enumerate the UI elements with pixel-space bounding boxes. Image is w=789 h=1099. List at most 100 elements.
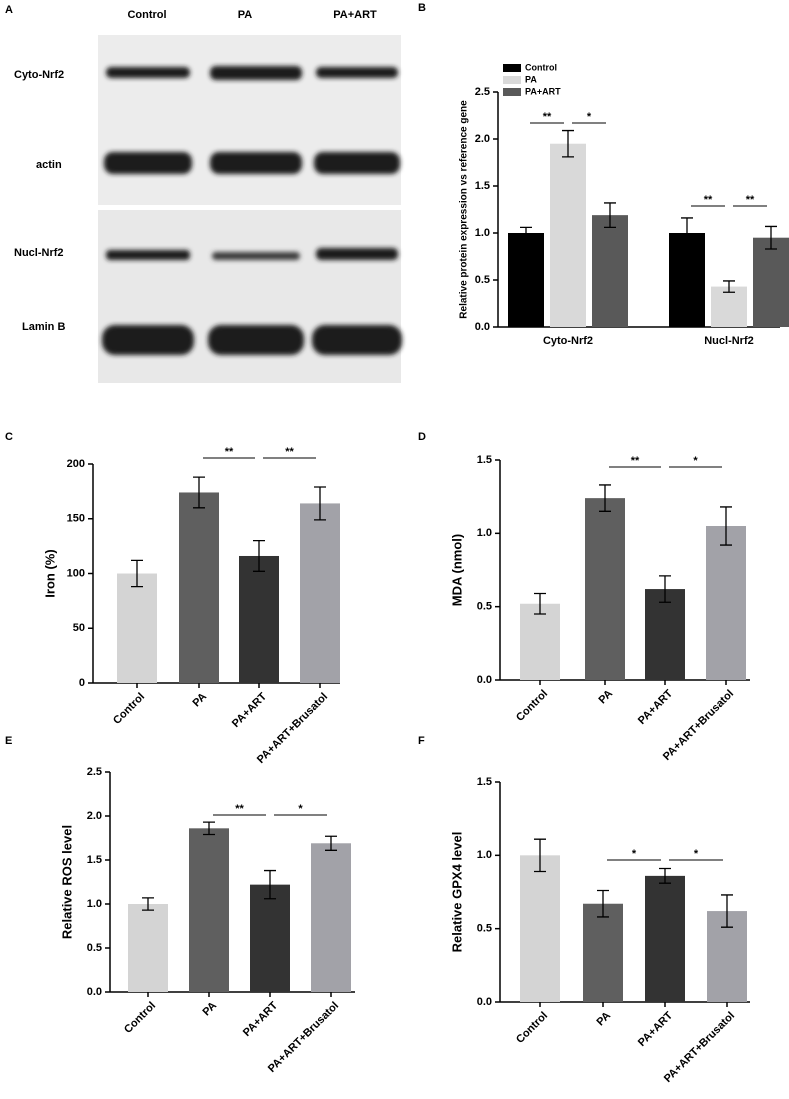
y-tick-label: 150 xyxy=(67,513,85,525)
error-bar xyxy=(599,484,611,512)
y-tick-label: 1.0 xyxy=(87,898,102,910)
error-bar xyxy=(765,225,777,250)
y-tick-label: 0.5 xyxy=(477,923,492,935)
y-tick-label: 0.5 xyxy=(87,942,102,954)
bar xyxy=(645,589,685,680)
error-bar xyxy=(604,202,616,229)
y-tick-label: 1.0 xyxy=(477,849,492,861)
legend-swatch xyxy=(503,64,521,72)
y-tick-label: 0.0 xyxy=(477,674,492,686)
chart-panel: F 0.0 0.5 1.0 1.5 Relative GPX4 level Control P… xyxy=(418,735,750,1085)
row-label: actin xyxy=(36,159,62,171)
error-bar xyxy=(264,869,276,900)
bar xyxy=(300,503,340,683)
bar xyxy=(711,286,747,327)
y-axis-label: Relative protein expression vs reference… xyxy=(459,100,470,319)
error-bar xyxy=(325,835,337,851)
y-tick-label: 200 xyxy=(67,458,85,470)
chart-panel: E 0.0 0.5 1.0 1.5 2.0 2.5 Relative ROS level Con… xyxy=(5,735,355,1075)
bar xyxy=(179,492,219,683)
error-bar xyxy=(659,575,671,603)
y-tick-label: 0.0 xyxy=(475,321,490,333)
significance-label: * xyxy=(298,803,303,815)
western-blot: A Control PA PA+ART Cyto-Nrf2 actin Nucl… xyxy=(5,4,402,383)
y-tick-label: 1.0 xyxy=(477,527,492,539)
y-tick-label: 1.5 xyxy=(477,454,492,466)
y-tick-label: 1.5 xyxy=(475,180,490,192)
bar xyxy=(706,526,746,680)
x-tick-label: Control xyxy=(514,688,550,724)
error-bar xyxy=(131,559,143,588)
y-tick-label: 2.5 xyxy=(87,766,102,778)
panel-label: C xyxy=(5,431,13,443)
significance-label: ** xyxy=(704,194,713,206)
error-bar xyxy=(723,280,735,293)
x-tick-label: PA xyxy=(200,1000,219,1019)
bar xyxy=(520,603,560,680)
bar xyxy=(189,828,229,992)
lane-label: PA xyxy=(238,9,253,21)
y-tick-label: 0.5 xyxy=(475,274,490,286)
lane-label: PA+ART xyxy=(333,9,377,21)
significance-label: ** xyxy=(746,194,755,206)
bar xyxy=(550,143,586,327)
x-tick-label: Control xyxy=(111,691,147,727)
error-bar xyxy=(314,486,326,521)
legend-swatch xyxy=(503,88,521,96)
y-axis-label: Iron (%) xyxy=(42,549,57,597)
error-bar xyxy=(721,894,733,928)
x-tick-label: Nucl-Nrf2 xyxy=(704,335,754,347)
lane-label: Control xyxy=(127,9,166,21)
significance-label: ** xyxy=(235,803,244,815)
significance-label: ** xyxy=(631,455,640,467)
y-axis-label: Relative ROS level xyxy=(59,825,74,939)
error-bar xyxy=(534,838,546,873)
blot-bands xyxy=(102,66,402,355)
significance-label: * xyxy=(632,848,637,860)
significance-label: * xyxy=(694,848,699,860)
bar xyxy=(508,233,544,327)
x-tick-label: PA xyxy=(594,1010,613,1029)
x-tick-label: PA+ART xyxy=(230,690,269,729)
y-tick-label: 0.5 xyxy=(477,601,492,613)
significance-label: * xyxy=(693,455,698,467)
x-tick-label: PA+ART xyxy=(241,999,280,1038)
y-tick-label: 50 xyxy=(73,622,85,634)
error-bar xyxy=(253,540,265,572)
x-tick-label: PA xyxy=(190,691,209,710)
bar xyxy=(239,555,279,683)
y-tick-label: 1.5 xyxy=(477,776,492,788)
error-bar xyxy=(659,867,671,884)
error-bar xyxy=(720,506,732,546)
x-tick-label: Control xyxy=(514,1010,550,1046)
row-label: Cyto-Nrf2 xyxy=(14,69,64,81)
error-bar xyxy=(597,889,609,918)
error-bar xyxy=(520,226,532,240)
panel-label: B xyxy=(418,2,426,14)
error-bar xyxy=(203,821,215,836)
panel-label: F xyxy=(418,735,425,747)
bar xyxy=(128,904,168,992)
blot-membrane xyxy=(98,210,401,383)
y-axis-label: MDA (nmol) xyxy=(449,534,464,606)
y-tick-label: 2.0 xyxy=(87,810,102,822)
bar xyxy=(311,843,351,992)
error-bar xyxy=(534,592,546,615)
error-bar xyxy=(562,129,574,158)
panel-label: A xyxy=(5,4,13,16)
significance-label: ** xyxy=(225,446,234,458)
x-tick-label: Control xyxy=(122,1000,158,1036)
x-tick-label: PA+ART xyxy=(636,1009,675,1048)
significance-label: ** xyxy=(543,111,552,123)
error-bar xyxy=(193,476,205,509)
bar xyxy=(585,498,625,680)
x-tick-label: Cyto-Nrf2 xyxy=(543,335,593,347)
y-axis-label: Relative GPX4 level xyxy=(449,832,464,953)
significance-label: * xyxy=(587,111,592,123)
bar xyxy=(583,903,623,1002)
legend-label: Control xyxy=(525,62,557,72)
x-tick-label: PA xyxy=(596,688,615,707)
